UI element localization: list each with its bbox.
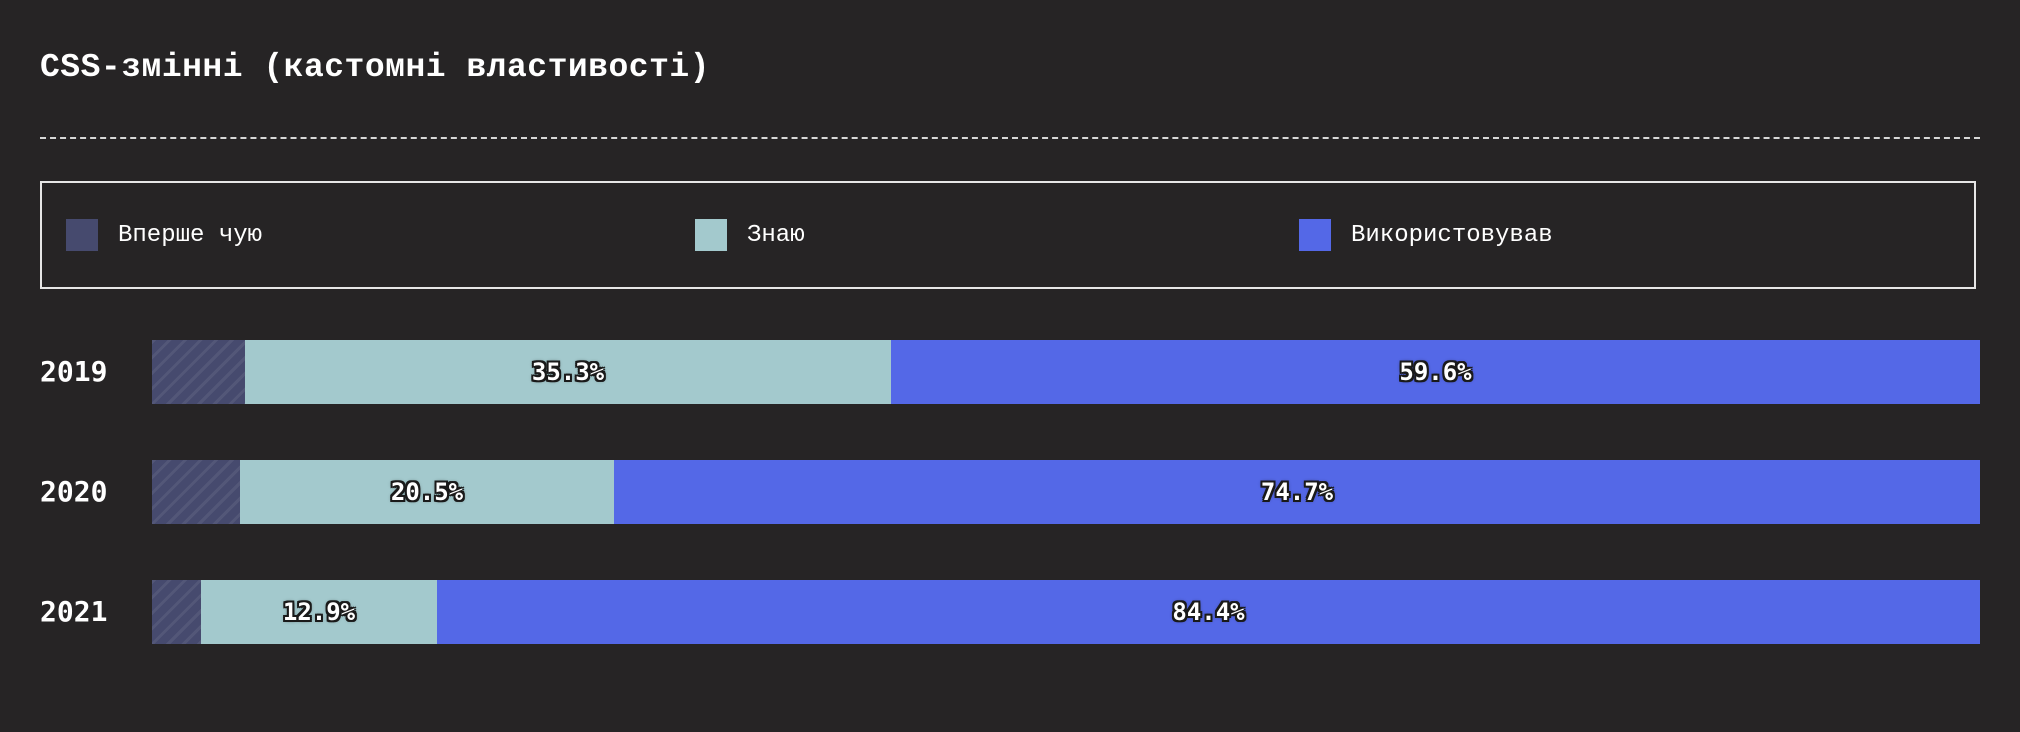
bar-segment-never-heard-2020: [152, 460, 240, 524]
legend-item-used: Використовував: [1299, 183, 1553, 287]
data-label-know-2020: 20.5%: [390, 478, 464, 506]
bar-segment-know-2021: [201, 580, 437, 644]
legend-swatch-used: [1299, 219, 1331, 251]
data-label-know-2019: 35.3%: [531, 358, 605, 386]
chart-title: CSS-змінні (кастомні властивості): [40, 49, 711, 86]
legend-swatch-never-heard: [66, 219, 98, 251]
legend-item-never-heard: Вперше чую: [66, 183, 262, 287]
bar-segment-used-2020: [614, 460, 1980, 524]
category-label-2021: 2021: [40, 595, 108, 628]
legend-label-know: Знаю: [747, 221, 805, 249]
category-label-2019: 2019: [40, 355, 108, 388]
data-label-used-2020: 74.7%: [1260, 478, 1334, 506]
bar-segment-never-heard-2021: [152, 580, 201, 644]
legend-label-never-heard: Вперше чую: [118, 221, 263, 249]
data-label-used-2021: 84.4%: [1172, 598, 1245, 626]
title-divider: [40, 137, 1980, 139]
legend-label-used: Використовував: [1351, 221, 1553, 249]
bar-row-2019: 35.3% 59.6%: [152, 340, 1980, 404]
category-label-2020: 2020: [40, 475, 108, 508]
data-label-used-2019: 59.6%: [1399, 358, 1472, 386]
bar-row-2021: 12.9% 84.4%: [152, 580, 1980, 644]
bar-segment-know-2020: [240, 460, 614, 524]
legend-item-know: Знаю: [695, 183, 805, 287]
bar-segment-used-2021: [437, 580, 1980, 644]
chart-legend: Вперше чую Знаю Використовував: [40, 181, 1976, 289]
data-label-know-2021: 12.9%: [282, 598, 356, 626]
bar-row-2020: 20.5% 74.7%: [152, 460, 1980, 524]
legend-swatch-know: [695, 219, 727, 251]
bar-segment-used-2019: [891, 340, 1980, 404]
bar-segment-know-2019: [245, 340, 891, 404]
bar-segment-never-heard-2019: [152, 340, 245, 404]
